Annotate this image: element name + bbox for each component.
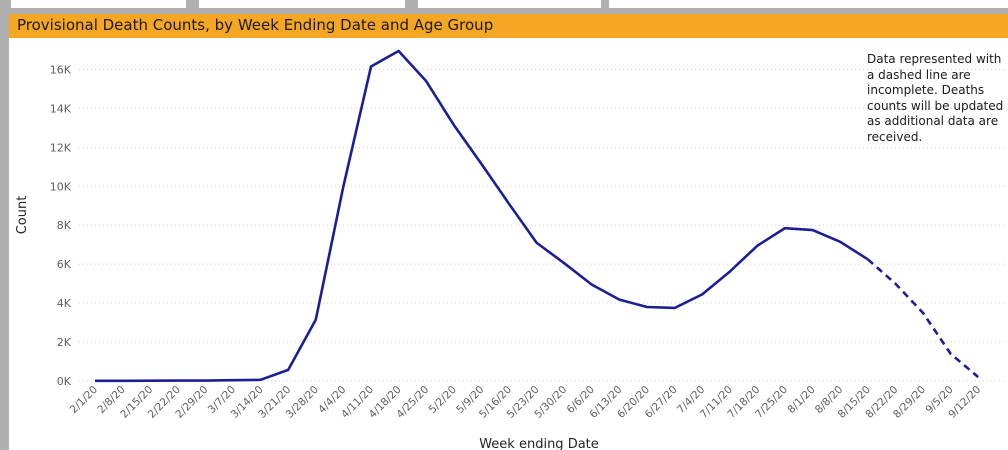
series-line-incomplete xyxy=(866,258,980,379)
y-tick-label: 16K xyxy=(50,63,72,76)
line-chart: 0K2K4K6K8K10K12K14K16K2/1/202/8/202/15/2… xyxy=(15,49,1004,450)
x-tick-label: 8/1/20 xyxy=(785,384,817,416)
y-tick-label: 6K xyxy=(57,258,72,271)
top-tab-4[interactable] xyxy=(609,0,1008,8)
y-tick-label: 14K xyxy=(50,102,72,115)
y-tick-label: 12K xyxy=(50,141,72,154)
incomplete-data-note: Data represented with a dashed line are … xyxy=(867,52,1004,144)
y-tick-label: 2K xyxy=(57,336,72,349)
series-line-complete xyxy=(95,49,869,383)
title-bar: Provisional Death Counts, by Week Ending… xyxy=(9,14,1008,38)
y-tick-label: 0K xyxy=(57,375,72,388)
y-tick-label: 4K xyxy=(57,297,72,310)
y-tick-label: 8K xyxy=(57,219,72,232)
x-tick-label: 2/1/20 xyxy=(68,384,100,416)
chart-panel: Provisional Death Counts, by Week Ending… xyxy=(9,14,1008,450)
top-tab-2[interactable] xyxy=(199,0,405,8)
chart-title: Provisional Death Counts, by Week Ending… xyxy=(17,16,494,34)
x-axis-label: Week ending Date xyxy=(479,437,599,450)
top-tab-3[interactable] xyxy=(418,0,601,8)
top-tab-1[interactable] xyxy=(11,0,186,8)
y-axis-label: Count xyxy=(15,196,30,235)
x-tick-label: 5/2/20 xyxy=(427,384,459,416)
y-tick-label: 10K xyxy=(50,180,72,193)
